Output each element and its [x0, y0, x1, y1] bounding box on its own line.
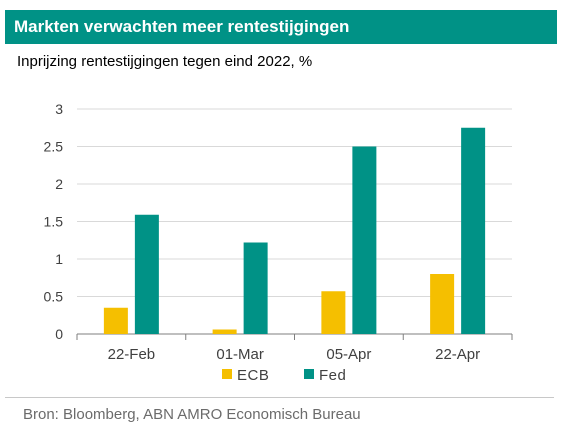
legend-swatch-fed — [304, 369, 314, 379]
legend-label-ecb: ECB — [237, 367, 269, 384]
x-tick-label: 05-Apr — [326, 346, 371, 363]
fed-bar — [352, 146, 377, 334]
y-tick-label: 3 — [55, 101, 63, 117]
ecb-bar — [212, 329, 237, 334]
y-tick-label: 0.5 — [44, 289, 64, 305]
footer-divider — [5, 397, 554, 398]
legend-label-fed: Fed — [319, 367, 346, 384]
fed-bar — [134, 214, 159, 334]
ecb-bar — [321, 291, 346, 334]
fed-bar — [461, 127, 486, 334]
y-tick-label: 1.5 — [44, 214, 64, 230]
y-tick-label: 2 — [55, 176, 63, 192]
y-tick-label: 1 — [55, 251, 63, 267]
source-note: Bron: Bloomberg, ABN AMRO Economisch Bur… — [23, 406, 361, 423]
chart-title: Markten verwachten meer rentestijgingen — [14, 17, 350, 36]
legend-swatch-ecb — [222, 369, 232, 379]
x-tick-label: 01-Mar — [216, 346, 264, 363]
x-tick-label: 22-Apr — [435, 346, 480, 363]
y-tick-label: 2.5 — [44, 139, 64, 155]
ecb-bar — [430, 274, 455, 334]
bar-chart: 0 0.5 1 1.5 2 2.5 3 22-Feb 01-Mar 05-Apr 22-Apr ECB… — [44, 101, 513, 384]
ecb-bar — [103, 307, 128, 334]
fed-bar — [243, 242, 268, 334]
x-tick-label: 22-Feb — [108, 346, 156, 363]
chart-subtitle: Inprijzing rentestijgingen tegen eind 20… — [17, 53, 313, 70]
y-tick-label: 0 — [55, 326, 63, 342]
title-bar: Markten verwachten meer rentestijgingen — [5, 10, 557, 44]
